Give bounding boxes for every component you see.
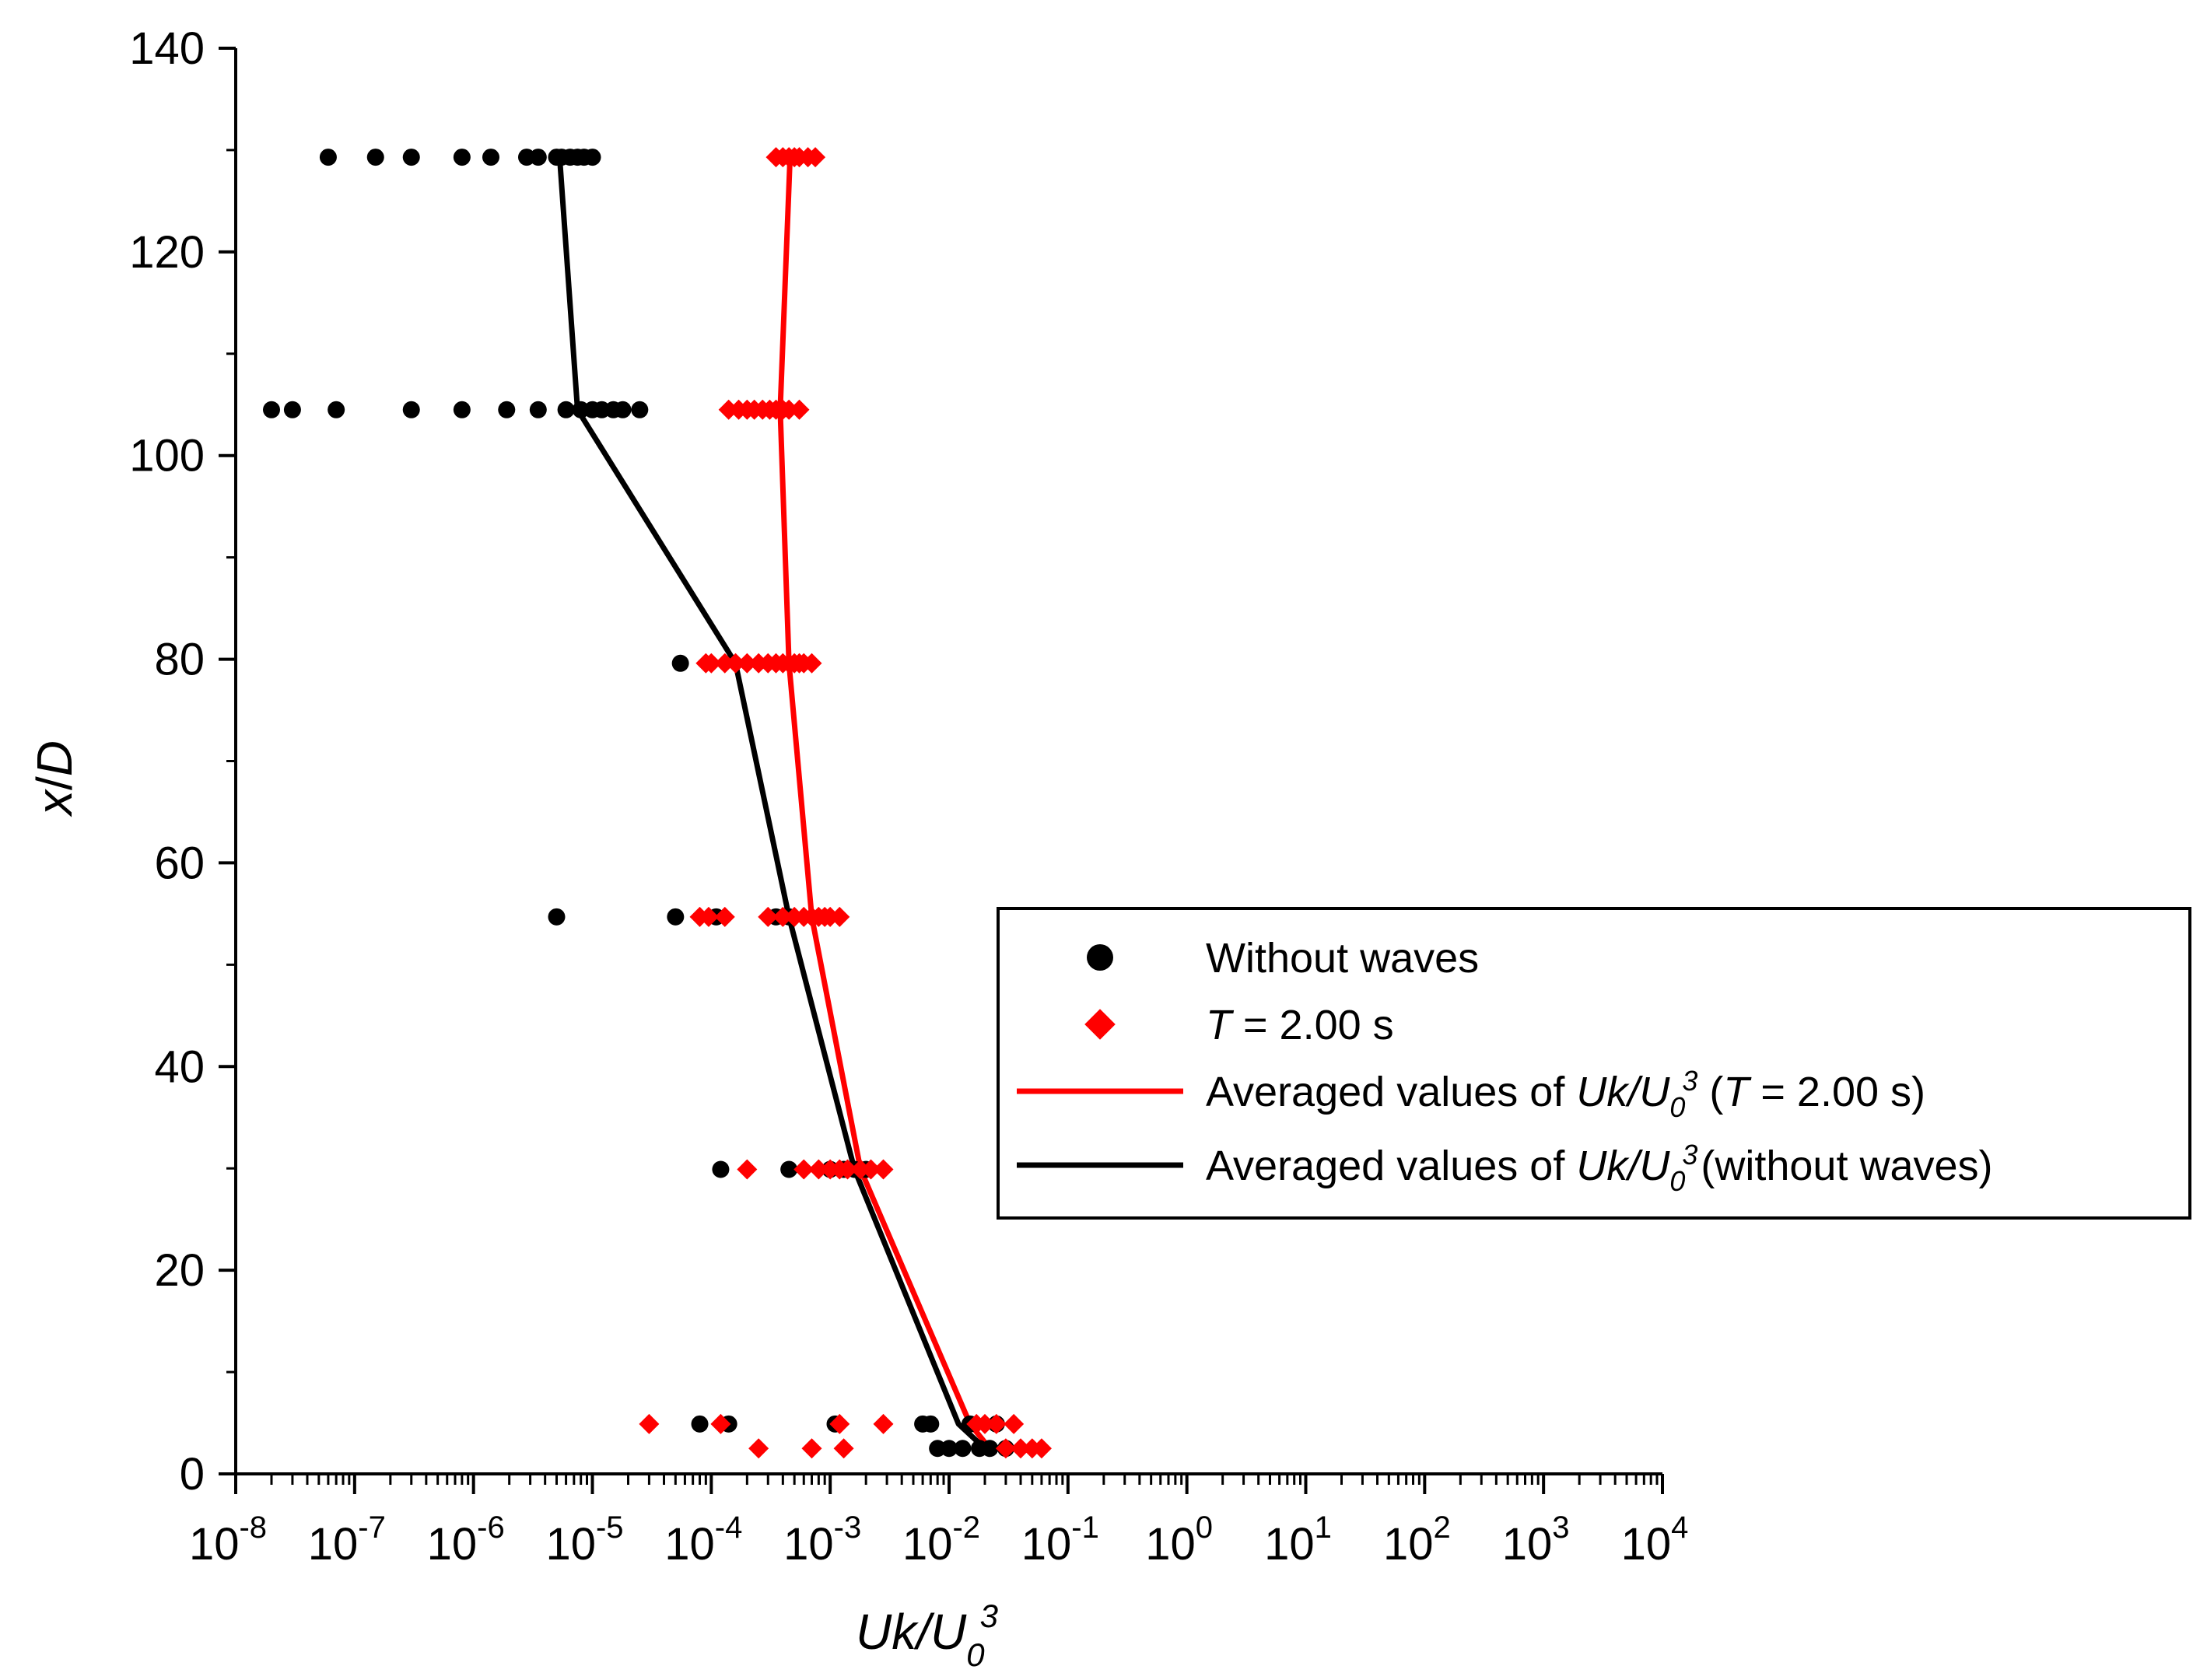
x-tick-label: 10-1 <box>1021 1510 1099 1570</box>
point-without-waves <box>283 401 301 418</box>
point-t200 <box>772 906 793 927</box>
point-without-waves <box>691 1415 709 1433</box>
point-without-waves <box>667 908 685 926</box>
point-without-waves <box>498 401 516 418</box>
tick-labels: 0 20 40 60 80 100 120 140 10-8 10-7 10-6 10-5 10-4 10… <box>129 23 1688 1570</box>
point-without-waves <box>981 1440 999 1458</box>
tick-marks <box>219 47 1664 1494</box>
point-without-waves <box>583 149 601 166</box>
point-without-waves <box>631 401 649 418</box>
point-t200 <box>725 653 746 674</box>
x-tick-label: 103 <box>1502 1510 1570 1570</box>
point-t200 <box>986 1413 1007 1434</box>
point-without-waves <box>548 908 566 926</box>
legend-marker-without-waves <box>1087 944 1113 971</box>
x-tick-label: 10-5 <box>545 1510 623 1570</box>
y-axis-title: x/D <box>26 740 82 817</box>
point-t200 <box>837 1159 858 1180</box>
series-line-3 <box>556 156 987 1451</box>
x-tick-label: 10-2 <box>902 1510 980 1570</box>
axes <box>234 48 1662 1475</box>
point-without-waves <box>529 149 547 166</box>
point-t200 <box>873 1413 894 1434</box>
point-without-waves <box>712 1160 730 1178</box>
point-without-waves <box>671 654 689 672</box>
point-t200 <box>829 906 850 927</box>
x-tick-label: 102 <box>1383 1510 1451 1570</box>
point-t200 <box>829 1413 850 1434</box>
point-without-waves <box>453 149 471 166</box>
y-tick-label: 100 <box>129 431 205 481</box>
point-t200 <box>793 1159 814 1180</box>
y-tick-label: 140 <box>129 23 205 74</box>
point-t200 <box>801 653 822 674</box>
point-without-waves <box>557 401 575 418</box>
point-t200 <box>808 1159 829 1180</box>
point-without-waves <box>263 401 281 418</box>
point-without-waves <box>941 1440 958 1458</box>
point-t200 <box>737 653 758 674</box>
point-t200 <box>995 1438 1016 1459</box>
point-t200 <box>873 1159 894 1180</box>
y-tick-label: 0 <box>180 1449 205 1500</box>
point-t200 <box>779 399 800 420</box>
legend-label-avg-t200: Averaged values of Uk/U03 (T = 2.00 s) <box>1206 1065 1925 1123</box>
point-t200 <box>639 1413 660 1434</box>
series-line-2 <box>777 156 993 1451</box>
point-t200 <box>833 1438 854 1459</box>
point-without-waves <box>780 1160 798 1178</box>
point-without-waves <box>328 401 345 418</box>
y-tick-label: 120 <box>129 227 205 278</box>
point-t200 <box>801 1438 822 1459</box>
point-t200 <box>1011 1438 1032 1459</box>
legend-label-without-waves: Without waves <box>1206 935 1479 982</box>
point-t200 <box>698 906 719 927</box>
legend-box <box>997 907 2191 1220</box>
point-without-waves <box>482 149 499 166</box>
point-t200 <box>737 1159 758 1180</box>
x-axis-title: Uk/U03 <box>856 1598 998 1673</box>
point-t200 <box>805 147 826 168</box>
average-lines <box>556 156 993 1451</box>
point-without-waves <box>402 401 420 418</box>
legend: Without waves T = 2.00 s Averaged values… <box>997 907 2191 1220</box>
point-t200 <box>758 906 779 927</box>
legend-marker-t200 <box>1084 1009 1116 1040</box>
x-tick-label: 101 <box>1264 1510 1332 1570</box>
y-tick-label: 40 <box>154 1041 205 1092</box>
point-without-waves <box>402 149 420 166</box>
point-without-waves <box>453 401 471 418</box>
point-without-waves <box>529 401 547 418</box>
point-t200 <box>1004 1413 1025 1434</box>
point-t200 <box>714 906 735 927</box>
legend-label-avg-without-waves: Averaged values of Uk/U03(without waves) <box>1206 1139 1993 1197</box>
point-t200 <box>850 1159 871 1180</box>
point-t200 <box>975 1413 996 1434</box>
point-without-waves <box>954 1440 972 1458</box>
x-tick-label: 100 <box>1145 1510 1213 1570</box>
point-t200 <box>1031 1438 1052 1459</box>
x-tick-label: 104 <box>1621 1510 1689 1570</box>
legend-label-t200: T = 2.00 s <box>1206 1002 1394 1048</box>
x-tick-label: 10-4 <box>664 1510 742 1570</box>
point-t200 <box>714 653 735 674</box>
point-without-waves <box>614 401 632 418</box>
point-without-waves <box>922 1415 940 1433</box>
point-t200 <box>710 1413 731 1434</box>
point-t200 <box>701 653 722 674</box>
point-t200 <box>748 1438 769 1459</box>
data-points <box>263 147 1052 1459</box>
point-t200 <box>860 1159 881 1180</box>
x-tick-label: 10-8 <box>189 1510 267 1570</box>
x-tick-label: 10-6 <box>427 1510 505 1570</box>
point-t200 <box>789 399 810 420</box>
point-without-waves <box>366 149 384 166</box>
y-tick-label: 80 <box>154 635 205 685</box>
y-tick-label: 20 <box>154 1245 205 1296</box>
x-tick-label: 10-3 <box>783 1510 861 1570</box>
y-tick-label: 60 <box>154 838 205 888</box>
point-without-waves <box>319 149 337 166</box>
x-tick-label: 10-7 <box>308 1510 386 1570</box>
